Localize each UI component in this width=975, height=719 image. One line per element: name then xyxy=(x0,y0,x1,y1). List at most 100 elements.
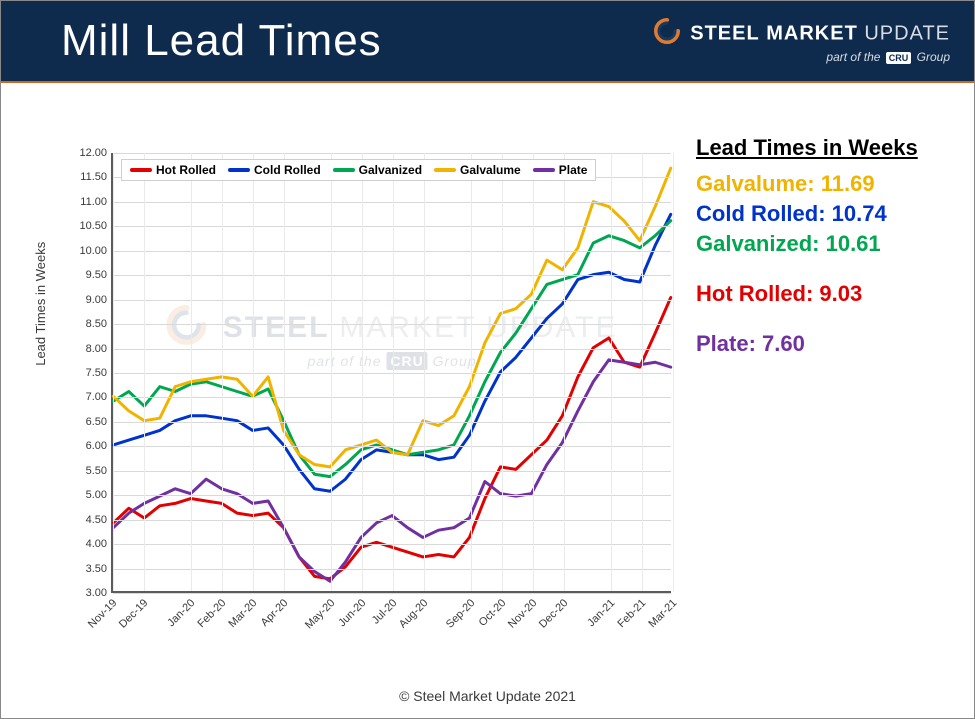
x-tick: Jul-20 xyxy=(370,597,400,627)
gridline-h xyxy=(113,202,671,203)
brand-logo: STEEL MARKET UPDATE part of the CRU Grou… xyxy=(654,18,950,65)
gridline-v xyxy=(362,153,363,591)
brand-light: UPDATE xyxy=(864,22,950,44)
readout-row: Cold Rolled: 10.74 xyxy=(696,201,956,227)
gridline-h xyxy=(113,226,671,227)
brand-mid: MARKET xyxy=(766,22,858,44)
gridline-v xyxy=(253,153,254,591)
content-area: Lead Times in Weeks STEEL MARKET UPDATE … xyxy=(1,83,974,718)
legend-item: Hot Rolled xyxy=(130,163,216,177)
x-tick: Sep-20 xyxy=(444,597,478,631)
gridline-h xyxy=(113,300,671,301)
y-tick: 11.50 xyxy=(80,171,107,183)
gridline-h xyxy=(113,446,671,447)
x-tick: Feb-21 xyxy=(615,597,648,630)
gridline-v xyxy=(393,153,394,591)
legend-label: Galvanized xyxy=(359,163,422,177)
gridline-v xyxy=(144,153,145,591)
y-tick: 6.50 xyxy=(86,416,107,428)
copyright: © Steel Market Update 2021 xyxy=(1,688,974,704)
gridline-v xyxy=(113,153,114,591)
x-tick: Mar-21 xyxy=(646,597,679,630)
y-tick: 8.00 xyxy=(86,343,107,355)
legend-swatch xyxy=(533,168,555,172)
legend-item: Galvanized xyxy=(333,163,422,177)
x-tick: Dec-19 xyxy=(117,597,151,631)
gridline-v xyxy=(611,153,612,591)
gridline-h xyxy=(113,251,671,252)
x-tick: Jan-21 xyxy=(585,597,617,629)
readout-row: Galvalume: 11.69 xyxy=(696,171,956,197)
y-tick: 7.00 xyxy=(86,391,107,403)
gridline-v xyxy=(642,153,643,591)
y-tick: 10.50 xyxy=(79,220,107,232)
x-tick: Feb-20 xyxy=(195,597,228,630)
gridline-v xyxy=(471,153,472,591)
x-tick: Aug-20 xyxy=(397,597,431,631)
readout-row: Plate: 7.60 xyxy=(696,331,956,357)
brand-bold: STEEL xyxy=(690,22,759,44)
readout-row: Galvanized: 10.61 xyxy=(696,231,956,257)
legend-label: Plate xyxy=(559,163,588,177)
legend-swatch xyxy=(333,168,355,172)
plot-area: STEEL MARKET UPDATE part of the CRU Grou… xyxy=(111,153,671,593)
gridline-v xyxy=(424,153,425,591)
page-title: Mill Lead Times xyxy=(61,16,382,66)
y-tick: 3.00 xyxy=(86,587,107,599)
legend-swatch xyxy=(434,168,456,172)
header-bar: Mill Lead Times STEEL MARKET UPDATE part… xyxy=(1,1,974,83)
swirl-icon xyxy=(654,18,680,50)
x-tick: Dec-20 xyxy=(537,597,571,631)
gridline-v xyxy=(284,153,285,591)
legend-item: Plate xyxy=(533,163,588,177)
y-tick: 4.00 xyxy=(86,538,107,550)
legend-label: Cold Rolled xyxy=(254,163,321,177)
readout-panel: Lead Times in Weeks Galvalume: 11.69 Cold… xyxy=(696,135,956,361)
gridline-h xyxy=(113,422,671,423)
chart-lines xyxy=(113,153,671,591)
x-tick: Jan-20 xyxy=(165,597,197,629)
y-tick: 3.50 xyxy=(86,563,107,575)
y-tick: 7.50 xyxy=(86,367,107,379)
y-tick: 5.00 xyxy=(86,489,107,501)
legend-item: Galvalume xyxy=(434,163,521,177)
gridline-h xyxy=(113,569,671,570)
readout-title: Lead Times in Weeks xyxy=(696,135,956,161)
legend-swatch xyxy=(130,168,152,172)
gridline-h xyxy=(113,495,671,496)
y-tick: 11.00 xyxy=(80,196,107,208)
y-tick: 6.00 xyxy=(86,440,107,452)
gridline-v xyxy=(222,153,223,591)
chart: Lead Times in Weeks STEEL MARKET UPDATE … xyxy=(41,143,681,663)
x-tick: Apr-20 xyxy=(259,597,291,629)
gridline-h xyxy=(113,324,671,325)
y-tick: 10.00 xyxy=(79,245,107,257)
y-tick: 9.00 xyxy=(86,294,107,306)
x-tick: May-20 xyxy=(303,597,337,631)
legend-swatch xyxy=(228,168,250,172)
gridline-h xyxy=(113,397,671,398)
gridline-h xyxy=(113,520,671,521)
brand-tagline: part of the CRU Group xyxy=(654,50,950,65)
gridline-h xyxy=(113,471,671,472)
readout-rows: Galvalume: 11.69 Cold Rolled: 10.74 Galvan… xyxy=(696,171,956,357)
gridline-h xyxy=(113,544,671,545)
x-tick: Mar-20 xyxy=(226,597,259,630)
gridline-v xyxy=(502,153,503,591)
gridline-v xyxy=(331,153,332,591)
y-tick: 8.50 xyxy=(86,318,107,330)
x-tick: Nov-19 xyxy=(86,597,120,631)
y-tick: 12.00 xyxy=(79,147,107,159)
series-line xyxy=(113,298,670,579)
x-tick: Oct-20 xyxy=(477,597,509,629)
gridline-h xyxy=(113,593,671,594)
x-tick: Nov-20 xyxy=(506,597,540,631)
legend-label: Hot Rolled xyxy=(156,163,216,177)
y-tick: 5.50 xyxy=(86,465,107,477)
y-axis-label: Lead Times in Weeks xyxy=(33,242,48,366)
gridline-h xyxy=(113,373,671,374)
legend-label: Galvalume xyxy=(460,163,521,177)
y-tick: 4.50 xyxy=(86,514,107,526)
legend-item: Cold Rolled xyxy=(228,163,321,177)
x-tick: Jun-20 xyxy=(336,597,368,629)
